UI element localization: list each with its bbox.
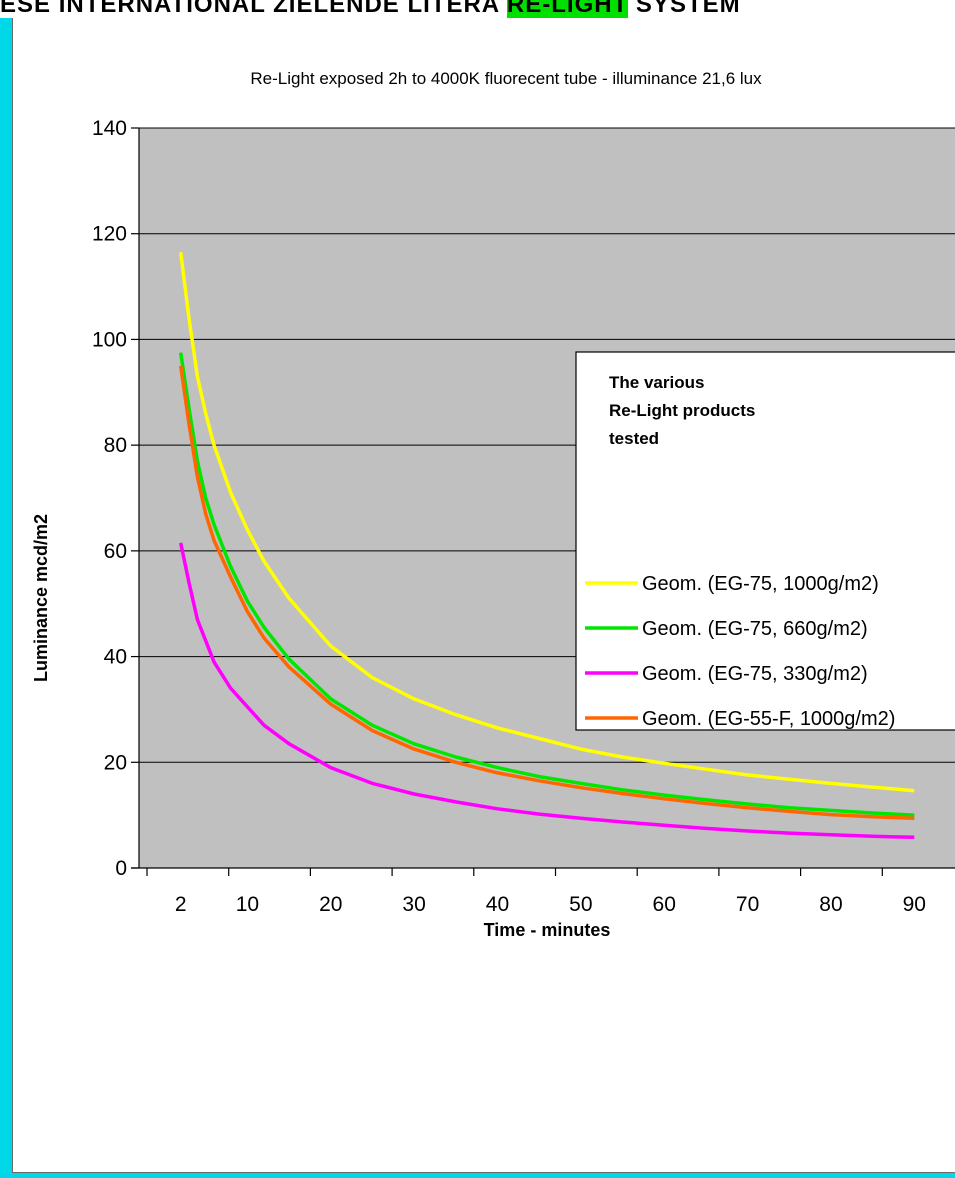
x-axis-label: Time - minutes xyxy=(484,920,611,940)
top-banner: ESE INTERNATIONAL ZIELENDE LITERA RE-LIG… xyxy=(0,0,955,18)
legend-label-3: Geom. (EG-75, 330g/m2) xyxy=(642,663,868,685)
luminance-chart: Re-Light exposed 2h to 4000K fluorecent … xyxy=(31,69,955,940)
legend-heading-line-1: The various xyxy=(609,373,704,392)
x-tick-label-80: 80 xyxy=(819,893,842,916)
legend-heading-line-3: tested xyxy=(609,429,659,448)
y-axis-label: Luminance mcd/m2 xyxy=(31,514,51,682)
banner-text-after: SYSTEM xyxy=(635,0,741,18)
x-tick-label-90: 90 xyxy=(903,893,926,916)
x-tick-label-2: 2 xyxy=(175,893,187,916)
y-tick-label-20: 20 xyxy=(104,751,127,774)
banner-text: ESE INTERNATIONAL ZIELENDE LITERA RE-LIG… xyxy=(0,0,741,18)
series-lines xyxy=(178,251,915,840)
series-line-3 xyxy=(178,542,915,840)
y-tick-label-60: 60 xyxy=(104,540,127,563)
y-tick-label-80: 80 xyxy=(104,434,127,457)
x-tick-label-60: 60 xyxy=(653,893,676,916)
y-tick-label-120: 120 xyxy=(92,223,127,246)
banner-highlight: RE-LIGHT xyxy=(506,0,629,18)
x-tick-label-50: 50 xyxy=(569,893,592,916)
x-tick-label-10: 10 xyxy=(236,893,259,916)
series-line-1 xyxy=(178,251,915,793)
series-line-4 xyxy=(178,365,915,821)
legend-box xyxy=(575,351,955,731)
x-tick-label-40: 40 xyxy=(486,893,509,916)
y-tick-label-0: 0 xyxy=(115,857,127,880)
x-tick-label-20: 20 xyxy=(319,893,342,916)
legend-heading-line-2: Re-Light products xyxy=(609,401,755,420)
y-axis-ticks: 0 20 40 60 80 100 120 140 xyxy=(92,117,139,880)
chart-panel: Re-Light exposed 2h to 4000K fluorecent … xyxy=(12,18,955,1173)
chart-title: Re-Light exposed 2h to 4000K fluorecent … xyxy=(250,69,762,88)
legend-label-1: Geom. (EG-75, 1000g/m2) xyxy=(642,573,879,595)
x-axis-ticks: 2 10 20 30 40 50 60 70 80 90 xyxy=(146,868,926,916)
legend: The various Re-Light products tested Geo… xyxy=(575,351,955,731)
legend-entries: Geom. (EG-75, 1000g/m2) Geom. (EG-75, 660… xyxy=(585,573,895,730)
series-line-2 xyxy=(178,352,915,817)
y-tick-label-100: 100 xyxy=(92,328,127,351)
x-tick-label-70: 70 xyxy=(736,893,759,916)
y-tick-label-140: 140 xyxy=(92,117,127,140)
banner-text-before: ESE INTERNATIONAL ZIELENDE LITERA xyxy=(0,0,500,18)
gridlines xyxy=(139,127,955,763)
x-tick-label-30: 30 xyxy=(402,893,425,916)
legend-label-2: Geom. (EG-75, 660g/m2) xyxy=(642,618,868,640)
legend-label-4: Geom. (EG-55-F, 1000g/m2) xyxy=(642,708,895,730)
y-tick-label-40: 40 xyxy=(104,646,127,669)
